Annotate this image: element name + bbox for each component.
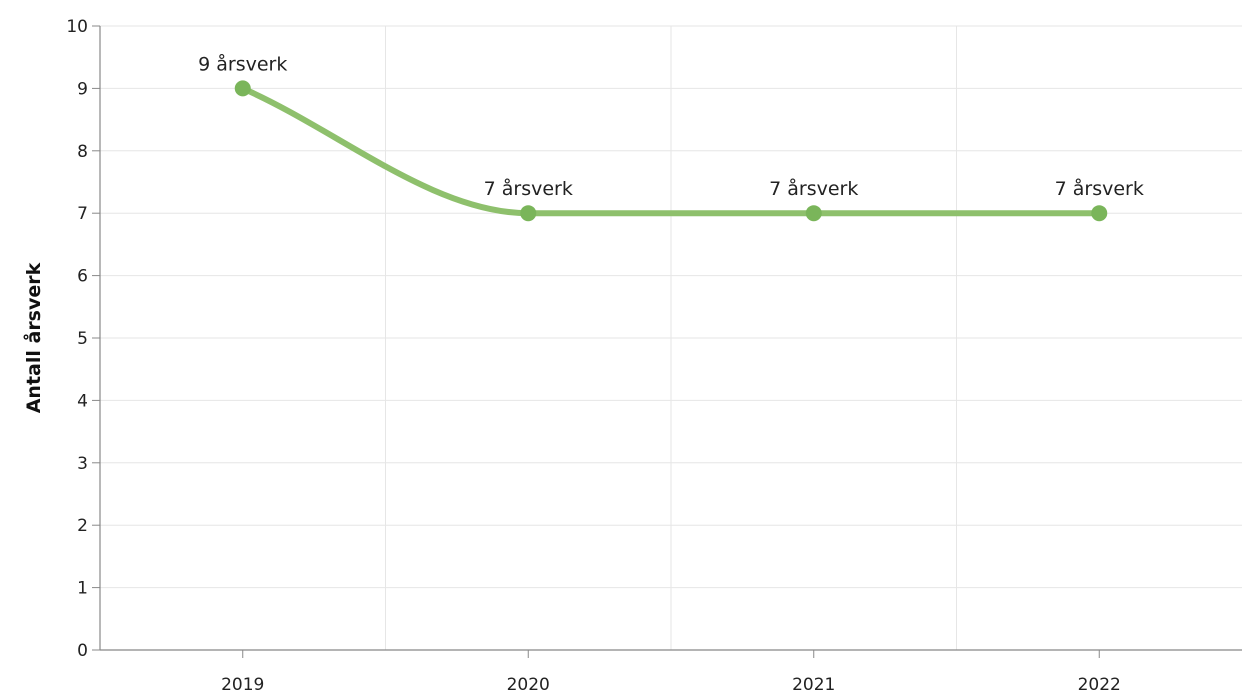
- y-tick-label: 8: [77, 142, 88, 162]
- x-tick-label: 2022: [1078, 675, 1121, 695]
- series: [234, 80, 1108, 222]
- x-tick-labels: 2019 2020 2021 2022: [221, 675, 1121, 695]
- y-tick-label: 4: [77, 391, 88, 411]
- data-label: 7 årsverk: [1055, 177, 1144, 200]
- data-label: 9 årsverk: [198, 52, 287, 75]
- y-tick-labels: 0 1 2 3 4 5 6 7 8 9 10: [66, 17, 88, 661]
- y-tick-label: 10: [66, 17, 88, 37]
- y-axis-label: Antall årsverk: [21, 262, 45, 413]
- y-tick-label: 1: [77, 579, 88, 599]
- y-tick-label: 0: [77, 641, 88, 661]
- data-label: 7 årsverk: [769, 177, 858, 200]
- y-tick-label: 2: [77, 516, 88, 536]
- data-labels: 9 årsverk 7 årsverk 7 årsverk 7 årsverk: [198, 52, 1144, 200]
- data-point: [520, 205, 537, 222]
- data-label: 7 årsverk: [484, 177, 573, 200]
- x-tick-label: 2021: [792, 675, 835, 695]
- y-tick-label: 7: [77, 204, 88, 224]
- x-tick-label: 2020: [507, 675, 550, 695]
- y-tick-label: 6: [77, 267, 88, 287]
- data-point: [234, 80, 251, 97]
- data-point: [1091, 205, 1108, 222]
- series-line: [239, 85, 1103, 217]
- axes: [92, 25, 1242, 658]
- data-point: [805, 205, 822, 222]
- y-tick-label: 3: [77, 454, 88, 474]
- x-tick-label: 2019: [221, 675, 264, 695]
- y-tick-label: 5: [77, 329, 88, 349]
- grid: [100, 25, 1242, 650]
- y-tick-label: 9: [77, 79, 88, 99]
